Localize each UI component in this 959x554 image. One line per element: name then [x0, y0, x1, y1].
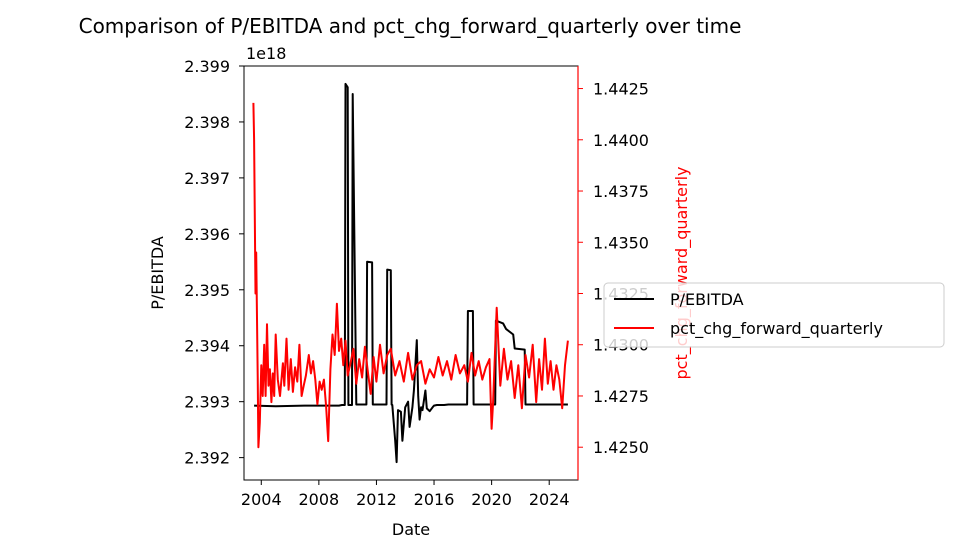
- right-tick-label: 1.4400: [593, 131, 649, 150]
- left-tick-label: 2.393: [184, 393, 230, 412]
- right-tick-label: 1.4250: [593, 438, 649, 457]
- legend: P/EBITDA pct_chg_forward_quarterly: [603, 282, 945, 348]
- left-axis-ticks: 2.392 2.393 2.394 2.395 2.396 2.397 2.398 2.399: [184, 57, 244, 468]
- left-axis-offset-text: 1e18: [246, 44, 286, 63]
- right-tick-label: 1.4375: [593, 182, 649, 201]
- legend-label-p-ebitda: P/EBITDA: [670, 290, 744, 309]
- left-tick-label: 2.398: [184, 113, 230, 132]
- legend-frame: [603, 282, 945, 348]
- x-tick-label: 2020: [471, 490, 512, 509]
- right-tick-label: 1.4350: [593, 233, 649, 252]
- x-tick-label: 2008: [299, 490, 340, 509]
- left-tick-label: 2.399: [184, 57, 230, 76]
- left-tick-label: 2.394: [184, 337, 230, 356]
- series-line-pct-chg-forward-quarterly: [252, 102, 569, 449]
- right-tick-label: 1.4425: [593, 80, 649, 99]
- left-axis-label: P/EBITDA: [148, 236, 167, 310]
- right-axis-ticks: 1.42501.42751.43001.43251.43501.43751.44…: [578, 80, 649, 457]
- left-tick-label: 2.397: [184, 169, 230, 188]
- legend-label-pct-chg: pct_chg_forward_quarterly: [670, 319, 883, 339]
- x-axis-ticks: 2004 2008 2012 2016 2020 2024: [241, 480, 570, 509]
- right-axis-label: pct_chg_forward_quarterly: [672, 167, 692, 380]
- x-tick-label: 2024: [529, 490, 570, 509]
- x-axis-label: Date: [392, 520, 430, 539]
- x-tick-label: 2016: [414, 490, 455, 509]
- x-tick-label: 2012: [356, 490, 397, 509]
- chart-title: Comparison of P/EBITDA and pct_chg_forwa…: [79, 14, 742, 38]
- x-tick-label: 2004: [241, 490, 282, 509]
- series-layer: [252, 82, 569, 464]
- left-tick-label: 2.395: [184, 281, 230, 300]
- left-tick-label: 2.396: [184, 225, 230, 244]
- left-tick-label: 2.392: [184, 449, 230, 468]
- right-tick-label: 1.4275: [593, 387, 649, 406]
